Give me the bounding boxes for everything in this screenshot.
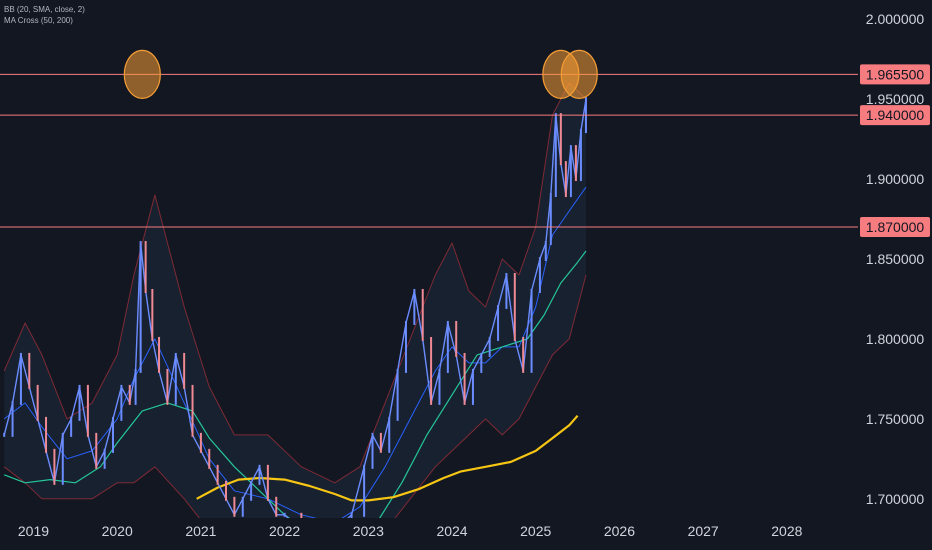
y-tick-label: 1.850000 [866,251,925,267]
x-tick-label: 2024 [436,523,467,539]
x-tick-label: 2026 [604,523,635,539]
x-tick-label: 2022 [269,523,300,539]
price-axis[interactable]: 2.000000 1.950000 1.900000 1.850000 1.800000… [866,11,925,507]
legend-ma-cross[interactable]: MA Cross (50, 200) [4,16,73,25]
plot-area[interactable] [3,82,587,550]
bb-basis-line [3,186,587,518]
highlight-rings [123,49,598,99]
level-badge[interactable] [860,105,930,126]
horizontal-levels[interactable]: 1.965500 1.940000 1.870000 [0,64,930,238]
level-badge[interactable] [860,217,930,238]
bb-fill [4,83,586,518]
y-tick-label: 1.900000 [866,171,925,187]
x-tick-label: 2028 [771,523,802,539]
time-axis[interactable]: 2019 2020 2021 2022 2023 2024 2025 2026 2027 2028 [18,523,803,539]
x-tick-label: 2023 [353,523,384,539]
y-tick-label: 1.750000 [866,411,925,427]
x-tick-label: 2019 [18,523,49,539]
legend-bb[interactable]: BB (20, SMA, close, 2) [4,5,85,14]
bb-upper-line [3,82,587,484]
indicator-legend: BB (20, SMA, close, 2) MA Cross (50, 200… [4,4,85,26]
x-tick-label: 2021 [185,523,216,539]
x-tick-label: 2020 [102,523,133,539]
highlight-ring [560,49,598,99]
x-tick-label: 2025 [520,523,551,539]
level-badge[interactable] [860,64,930,85]
y-tick-label: 1.950000 [866,91,925,107]
level-label: 1.870000 [866,219,925,235]
y-tick-label: 1.700000 [866,491,925,507]
x-tick-label: 2027 [688,523,719,539]
y-tick-label: 1.800000 [866,331,925,347]
bb-lower-line [3,274,587,518]
y-tick-label: 2.000000 [866,11,925,27]
level-label: 1.965500 [866,66,925,82]
level-label: 1.940000 [866,107,925,123]
highlight-ring [123,49,161,99]
